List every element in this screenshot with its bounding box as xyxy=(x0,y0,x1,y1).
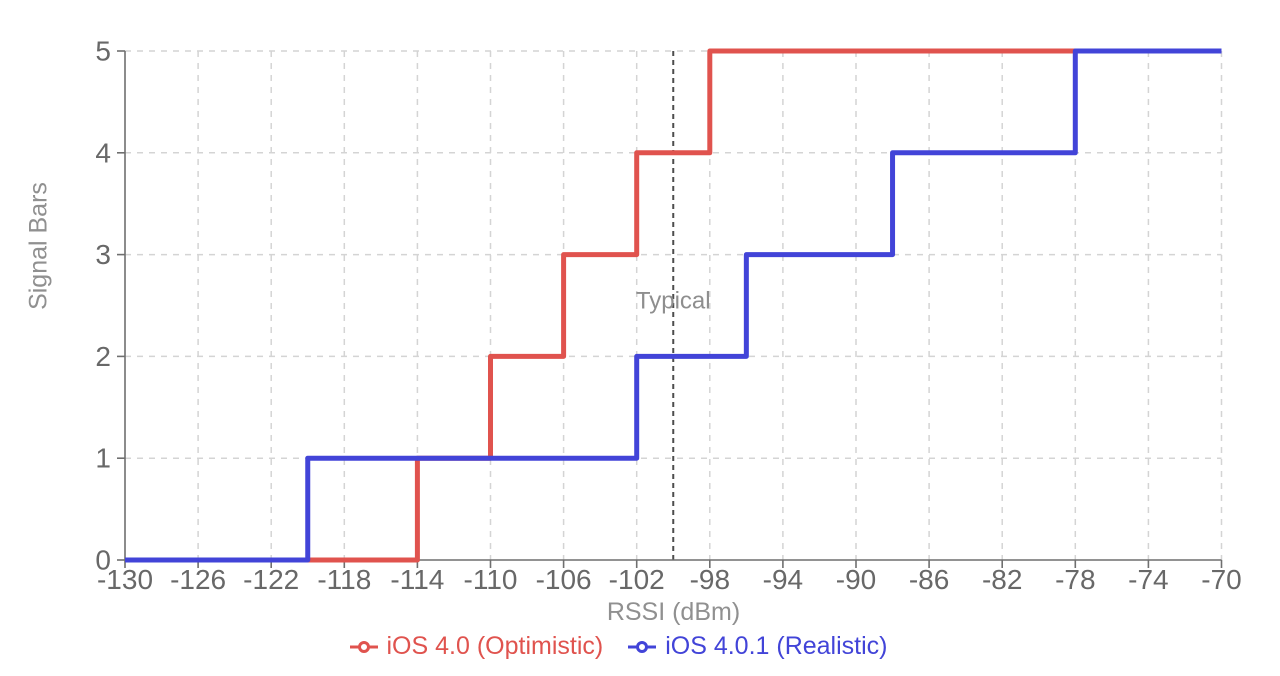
x-tick-label: -102 xyxy=(609,564,665,595)
y-axis-title: Signal Bars xyxy=(24,182,53,310)
x-tick-label: -74 xyxy=(1128,564,1168,595)
legend-item-ios40-optimistic: iOS 4.0 (Optimistic) xyxy=(349,632,604,661)
signal-bars-step-chart: -130 -126 -122 -118 -114 -110 -106 -102 -98 -94 -9… xyxy=(95,36,1241,596)
x-tick-label: -126 xyxy=(170,564,226,595)
x-tick-label: -82 xyxy=(982,564,1022,595)
x-tick-label: -118 xyxy=(317,564,371,595)
x-tick-label: -114 xyxy=(390,564,444,595)
x-tick-label: -70 xyxy=(1201,564,1241,595)
x-axis-title: RSSI (dBm) xyxy=(606,598,741,626)
x-tick-label: -130 xyxy=(97,564,153,595)
y-tick-label: 2 xyxy=(95,341,111,372)
y-tick-label: 4 xyxy=(95,137,111,168)
legend-line-circle-marker-icon xyxy=(628,640,657,653)
legend-label: iOS 4.0 (Optimistic) xyxy=(386,632,604,660)
x-tick-label: -98 xyxy=(690,564,730,595)
series-line-1 xyxy=(125,48,1222,563)
y-tick-label: 5 xyxy=(95,36,111,67)
x-tick-label: -90 xyxy=(836,564,876,595)
typical-label: Typical xyxy=(636,288,711,315)
x-tick-label: -86 xyxy=(909,564,949,595)
legend-line-circle-marker-icon xyxy=(349,640,378,653)
legend-item-ios401-realistic: iOS 4.0.1 (Realistic) xyxy=(627,632,888,661)
x-tick-label: -78 xyxy=(1055,564,1095,595)
y-tick-label: 3 xyxy=(95,239,111,270)
legend-label: iOS 4.0.1 (Realistic) xyxy=(665,632,888,660)
x-tick-label: -106 xyxy=(536,564,592,595)
y-tick-label: 1 xyxy=(95,443,111,474)
y-tick-label: 0 xyxy=(95,545,111,576)
series-line-0 xyxy=(125,48,1222,563)
legend: iOS 4.0 (Optimistic) iOS 4.0.1 (Realisti… xyxy=(0,632,1258,661)
x-tick-label: -110 xyxy=(464,564,518,595)
x-tick-label: -122 xyxy=(243,564,299,595)
x-tick-label: -94 xyxy=(763,564,803,595)
